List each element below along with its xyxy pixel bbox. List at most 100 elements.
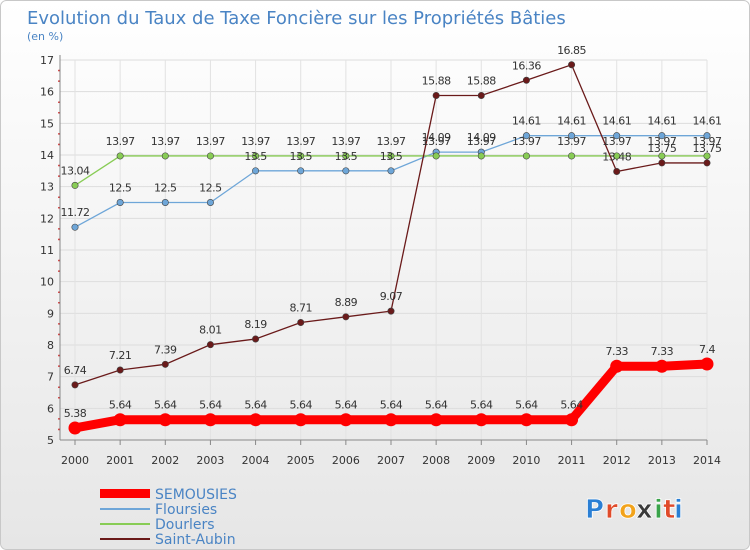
y-minor-tick [58,80,60,83]
x-tick-label: 2012 [603,454,631,467]
data-label: 13.97 [196,135,225,148]
data-point [68,421,82,435]
legend-label: SEMOUSIES [155,487,237,503]
data-label: 14.09 [467,131,496,144]
data-label: 13.97 [377,135,406,148]
data-point [613,167,621,175]
y-minor-tick [58,396,60,399]
data-label: 9.07 [380,290,403,303]
logo-letter: o [619,495,637,525]
data-point [387,307,395,315]
data-point [474,413,488,427]
y-minor-tick [58,428,60,431]
data-point [252,335,260,343]
y-tick-label: 15 [40,117,54,130]
unit-label: (en %) [27,30,63,43]
data-point [158,413,172,427]
data-label: 5.64 [244,399,267,412]
data-point [161,199,169,207]
y-minor-tick [58,386,60,389]
y-minor-tick [58,291,60,294]
data-label: 13.97 [422,135,451,148]
y-minor-tick [58,175,60,178]
data-label: 5.64 [289,399,312,412]
data-label: 12.5 [154,182,177,195]
data-label: 13.97 [286,135,315,148]
y-minor-tick [58,111,60,114]
x-tick-label: 2009 [467,454,495,467]
data-label: 7.33 [651,345,674,358]
y-minor-tick [58,301,60,304]
data-point [429,413,443,427]
data-label: 14.61 [602,115,631,128]
grid [60,59,708,441]
data-point [294,413,308,427]
data-label: 13.5 [335,150,358,163]
data-label: 13.97 [241,135,270,148]
x-tick-label: 2003 [196,454,224,467]
data-point [297,152,305,160]
data-label: 13.04 [61,164,90,177]
data-point [252,167,260,175]
data-point [206,152,214,160]
data-point [339,413,353,427]
data-label: 13.97 [467,135,496,148]
data-label: 7.39 [154,343,177,356]
data-point [161,152,169,160]
y-tick-label: 7 [47,371,54,384]
data-point [116,152,124,160]
y-tick-label: 14 [40,149,54,162]
chart-title: Evolution du Taux de Taxe Foncière sur l… [27,8,566,29]
legend-item: SEMOUSIES [100,487,237,503]
y-minor-tick [58,365,60,368]
legend-label: Saint-Aubin [155,532,236,548]
data-label: 13.75 [647,142,676,155]
data-point [658,132,666,140]
data-point [568,61,576,69]
x-tick-label: 2004 [242,454,270,467]
data-label: 5.64 [425,399,448,412]
data-point [116,366,124,374]
series-saint-aubin [71,61,711,389]
data-label: 12.5 [109,182,132,195]
y-minor-tick [58,259,60,262]
legend-item: Floursies [100,502,217,518]
data-label: 11.72 [61,206,90,219]
y-minor-tick [58,196,60,199]
data-label: 13.97 [331,135,360,148]
data-label: 6.74 [64,364,87,377]
x-tick-label: 2014 [693,454,721,467]
x-tick-label: 2008 [422,454,450,467]
y-minor-tick [58,143,60,146]
data-label: 7.4 [699,343,715,356]
y-tick-label: 9 [47,307,54,320]
data-label: 14.61 [693,115,722,128]
data-label: 5.64 [515,399,538,412]
data-point [568,132,576,140]
data-point [613,152,621,160]
legend-label: Dourlers [155,517,215,533]
data-label: 7.21 [109,349,132,362]
y-minor-tick [58,238,60,241]
data-label: 5.38 [64,407,87,420]
data-label: 13.97 [557,135,586,148]
y-tick-label: 8 [47,339,54,352]
data-label: 8.89 [335,296,358,309]
y-minor-tick [58,270,60,273]
data-label: 14.61 [647,115,676,128]
data-point [342,152,350,160]
data-label: 5.64 [380,399,403,412]
data-point [387,167,395,175]
logo-letter: i [674,495,683,525]
data-label: 5.64 [335,399,358,412]
data-label: 13.48 [602,150,631,163]
data-point [703,132,711,140]
y-minor-tick [58,354,60,357]
data-label: 13.97 [602,135,631,148]
data-point [613,132,621,140]
data-label: 13.5 [289,150,312,163]
y-tick-label: 11 [40,244,54,257]
data-label: 16.85 [557,44,586,57]
